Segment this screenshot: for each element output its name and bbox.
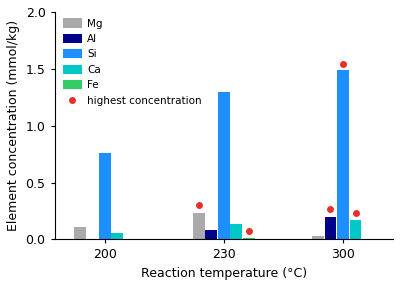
- Bar: [99, 153, 110, 239]
- Bar: [111, 233, 123, 239]
- Bar: [243, 238, 255, 239]
- Y-axis label: Element concentration (mmol/kg): Element concentration (mmol/kg): [7, 20, 20, 231]
- Bar: [230, 224, 242, 239]
- X-axis label: Reaction temperature (°C): Reaction temperature (°C): [141, 267, 307, 280]
- Bar: [324, 217, 336, 239]
- Bar: [312, 236, 324, 239]
- Legend: Mg, Al, Si, Ca, Fe, highest concentration: Mg, Al, Si, Ca, Fe, highest concentratio…: [63, 18, 202, 106]
- Bar: [205, 230, 217, 239]
- Bar: [337, 70, 349, 239]
- Bar: [350, 220, 362, 239]
- Bar: [218, 92, 230, 239]
- Bar: [193, 213, 205, 239]
- Bar: [74, 227, 86, 239]
